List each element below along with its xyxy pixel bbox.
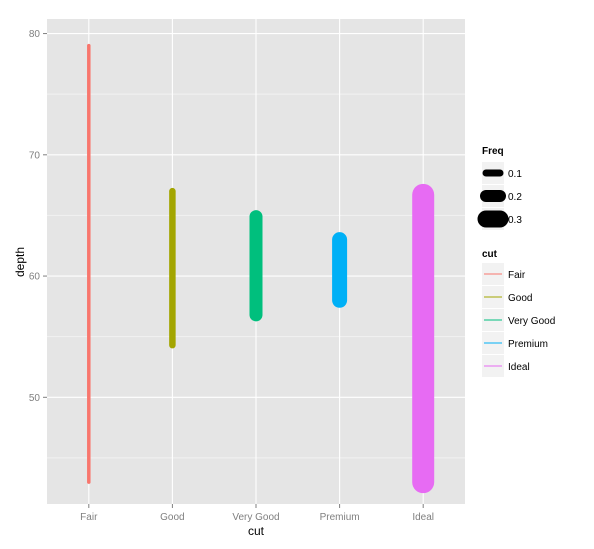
legend-freq-label-1: 0.2 [508, 192, 522, 203]
y-axis: 50 60 70 80 [29, 29, 47, 404]
data-segments [87, 43, 435, 494]
x-tick-label-4: Ideal [412, 512, 434, 523]
x-tick-label-1: Good [160, 512, 184, 523]
legend-cut-label-2: Very Good [508, 316, 555, 327]
y-axis-title: depth [13, 247, 27, 277]
x-tick-label-3: Premium [320, 512, 360, 523]
x-axis-title: cut [248, 524, 265, 538]
y-tick-label-3: 80 [29, 29, 41, 40]
x-tick-label-0: Fair [80, 512, 98, 523]
x-tick-label-2: Very Good [232, 512, 279, 523]
x-axis: Fair Good Very Good Premium Ideal [80, 504, 434, 523]
legend-cut-label-4: Ideal [508, 362, 530, 373]
legend-cut-label-3: Premium [508, 339, 548, 350]
y-tick-label-2: 70 [29, 150, 41, 161]
legend-cut: cut Fair Good Very Good Premium Ideal [482, 249, 555, 377]
legend-cut-label-0: Fair [508, 270, 526, 281]
y-tick-label-1: 60 [29, 272, 41, 283]
legend-freq-label-0: 0.1 [508, 169, 522, 180]
legend-freq-title: Freq [482, 146, 504, 157]
legend-freq-label-2: 0.3 [508, 215, 522, 226]
y-tick-label-0: 50 [29, 393, 41, 404]
legend-cut-label-1: Good [508, 293, 532, 304]
legend-freq: Freq 0.1 0.2 0.3 [477, 146, 522, 230]
legend-cut-title: cut [482, 249, 498, 260]
